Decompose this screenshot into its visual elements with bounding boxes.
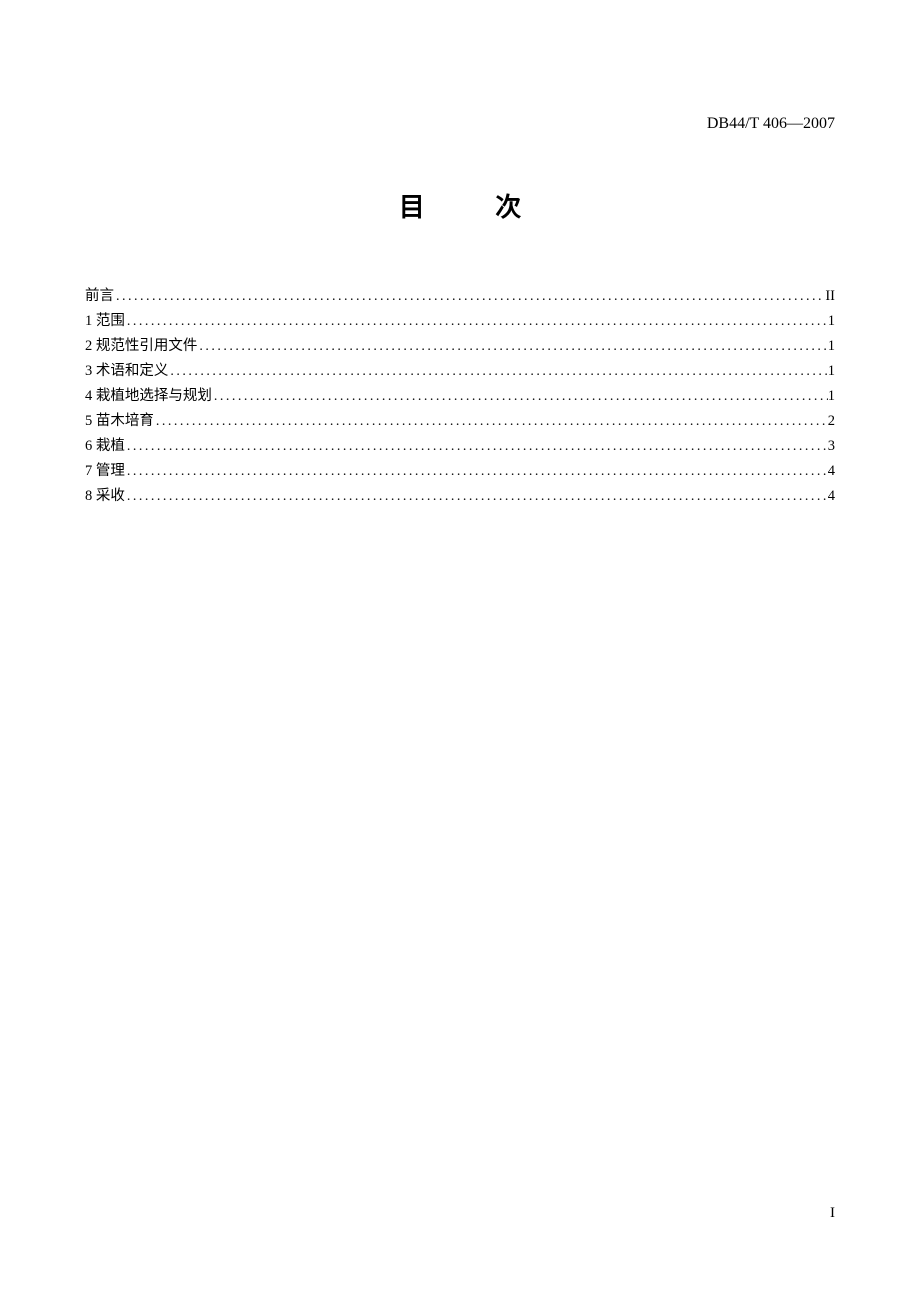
toc-label: 3 术语和定义 <box>85 359 168 384</box>
toc-entry: 3 术语和定义 1 <box>85 359 835 384</box>
toc-page-number: 2 <box>828 409 835 434</box>
toc-page-number: II <box>825 284 835 309</box>
toc-entry: 5 苗木培育 2 <box>85 409 835 434</box>
toc-dots <box>197 334 827 359</box>
toc-label: 8 采收 <box>85 484 125 509</box>
toc-label: 1 范围 <box>85 309 125 334</box>
toc-dots <box>125 459 828 484</box>
toc-dots <box>114 284 825 309</box>
toc-label: 6 栽植 <box>85 434 125 459</box>
toc-entry: 1 范围 1 <box>85 309 835 334</box>
toc-dots <box>125 434 828 459</box>
standard-code: DB44/T 406—2007 <box>707 115 835 133</box>
document-page: DB44/T 406—2007 目 次 前言 II 1 范围 1 2 规范性引用… <box>0 0 920 1302</box>
toc-label: 4 栽植地选择与规划 <box>85 384 212 409</box>
toc-page-number: 1 <box>828 334 835 359</box>
toc-dots <box>154 409 828 434</box>
toc-page-number: 1 <box>828 309 835 334</box>
toc-entry: 前言 II <box>85 284 835 309</box>
toc-title: 目 次 <box>85 187 835 224</box>
toc-page-number: 4 <box>828 459 835 484</box>
toc-dots <box>212 384 828 409</box>
page-number: I <box>830 1205 835 1222</box>
toc-entry: 2 规范性引用文件 1 <box>85 334 835 359</box>
toc-label: 7 管理 <box>85 459 125 484</box>
toc-dots <box>168 359 827 384</box>
toc-label: 2 规范性引用文件 <box>85 334 197 359</box>
toc-page-number: 1 <box>828 359 835 384</box>
toc-label: 5 苗木培育 <box>85 409 154 434</box>
toc-page-number: 3 <box>828 434 835 459</box>
toc-dots <box>125 309 828 334</box>
toc-entry: 7 管理 4 <box>85 459 835 484</box>
toc-dots <box>125 484 828 509</box>
toc-label: 前言 <box>85 284 114 309</box>
table-of-contents: 前言 II 1 范围 1 2 规范性引用文件 1 3 术语和定义 1 4 栽植地… <box>85 284 835 509</box>
toc-page-number: 1 <box>828 384 835 409</box>
toc-entry: 4 栽植地选择与规划 1 <box>85 384 835 409</box>
toc-page-number: 4 <box>828 484 835 509</box>
toc-entry: 6 栽植 3 <box>85 434 835 459</box>
toc-entry: 8 采收 4 <box>85 484 835 509</box>
